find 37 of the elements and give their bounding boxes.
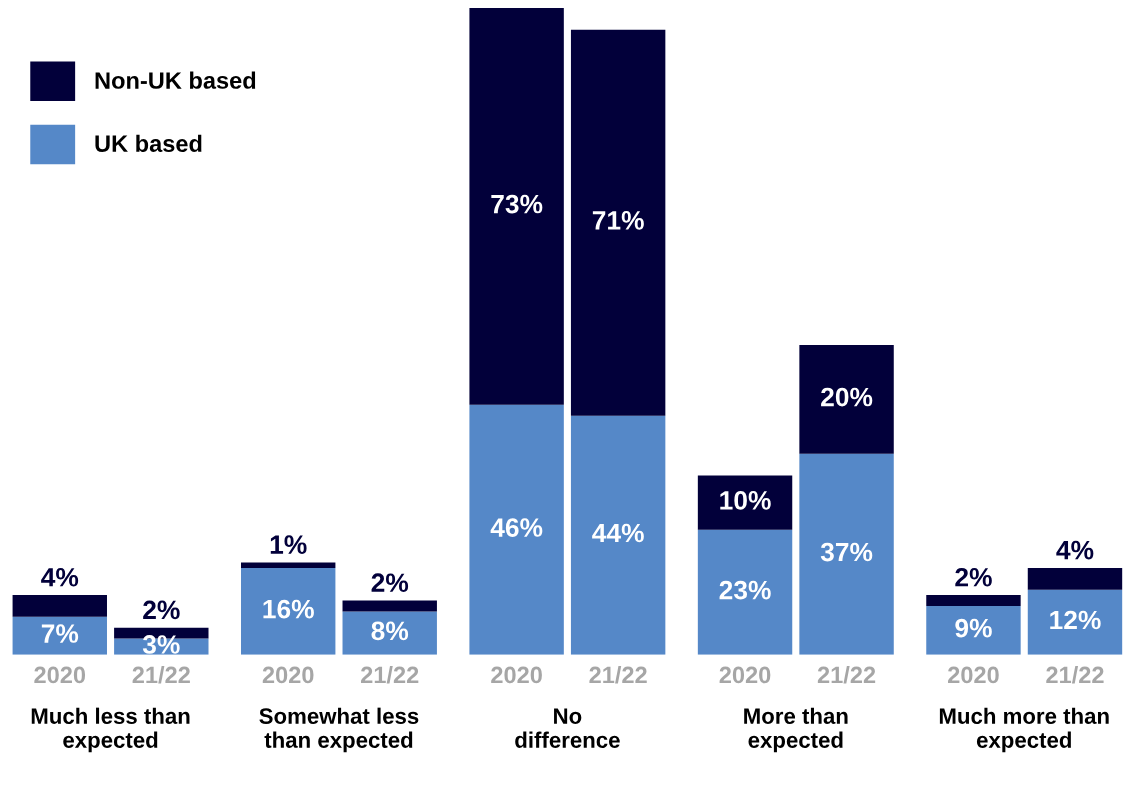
data-label: 2% — [143, 600, 180, 620]
data-label: 16% — [263, 599, 314, 619]
x-tick-label: 21/22 — [817, 665, 876, 684]
x-tick-label: 21/22 — [132, 665, 190, 684]
data-label: 10% — [720, 491, 771, 510]
data-label: 2% — [371, 573, 409, 592]
data-label: 1% — [270, 535, 307, 554]
data-label: 71% — [592, 211, 644, 230]
x-tick-label: 21/22 — [361, 665, 419, 684]
data-label: 12% — [1050, 610, 1101, 630]
text: Much more than expected — [939, 707, 1109, 753]
data-label: 3% — [142, 635, 180, 654]
data-label: 8% — [371, 621, 409, 641]
data-label: 37% — [820, 542, 873, 562]
legend-label: UK based — [95, 134, 202, 153]
data-label: 20% — [821, 387, 873, 407]
x-tick-label: 2020 — [948, 666, 999, 684]
text: More than expected — [744, 707, 848, 753]
data-label: 9% — [955, 618, 992, 638]
x-tick-label: 2020 — [491, 666, 542, 684]
data-label: 4% — [1056, 540, 1094, 560]
text: Much less than expected — [31, 707, 190, 753]
data-label: 46% — [490, 518, 543, 537]
x-tick-label: 21/22 — [1046, 665, 1104, 684]
data-label: 7% — [41, 624, 79, 643]
x-tick-label: 21/22 — [589, 665, 647, 684]
x-tick-label: 2020 — [34, 666, 86, 684]
x-tick-label: 2020 — [719, 666, 771, 684]
data-label: 23% — [719, 580, 771, 600]
x-tick-label: 2020 — [262, 666, 314, 684]
legend-label: Non-UK based — [95, 71, 256, 89]
data-label: 2% — [955, 567, 992, 587]
data-label: 73% — [491, 194, 543, 214]
text: Somewhat less than expected — [259, 707, 419, 753]
data-label: 4% — [41, 567, 79, 587]
data-label: 44% — [592, 523, 644, 543]
text: No difference — [515, 708, 620, 748]
